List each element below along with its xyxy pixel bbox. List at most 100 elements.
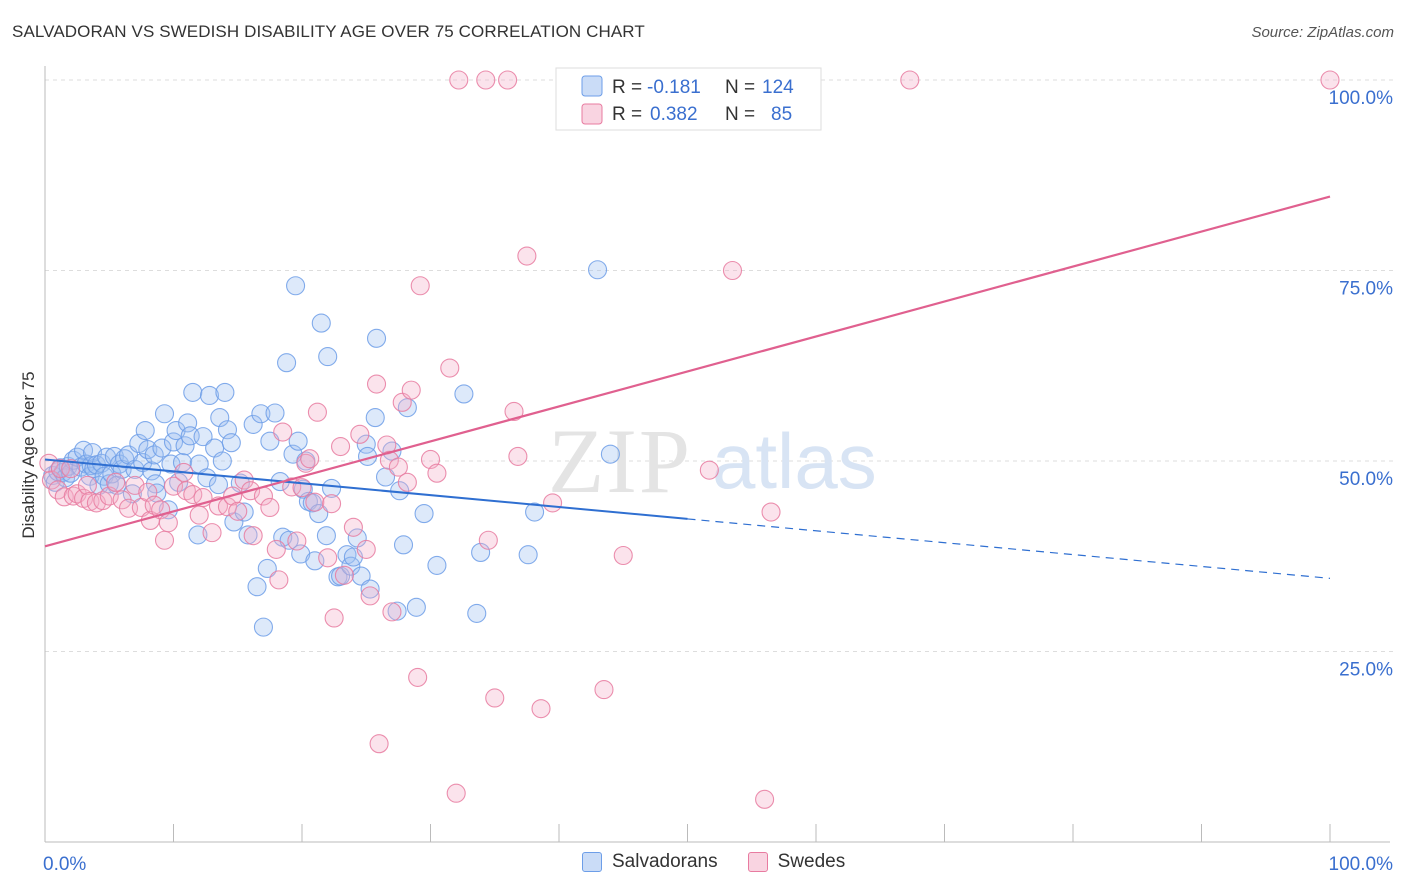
- data-point: [900, 70, 920, 90]
- data-point: [613, 545, 633, 566]
- trend-line-salvadorans-extension: [687, 518, 1331, 579]
- data-point: [471, 542, 491, 562]
- data-point: [722, 260, 743, 281]
- legend-r-label-2: R =: [612, 104, 642, 125]
- data-point: [135, 420, 155, 441]
- y-axis-label: Disability Age Over 75: [19, 371, 38, 538]
- y-tick-label: 25.0%: [1339, 660, 1393, 681]
- trend-lines: [44, 195, 1331, 579]
- data-point: [406, 597, 426, 617]
- data-point: [408, 667, 428, 687]
- data-point: [273, 422, 293, 442]
- legend-n-value-1: 124: [762, 77, 794, 98]
- data-point: [221, 433, 241, 453]
- data-point: [761, 502, 781, 522]
- data-point: [498, 70, 518, 90]
- data-point: [158, 513, 178, 533]
- data-point: [318, 548, 338, 568]
- legend-r-value-2: 0.382: [650, 104, 698, 125]
- data-point: [366, 328, 387, 348]
- data-point: [356, 539, 376, 559]
- data-point: [427, 463, 447, 483]
- data-point: [61, 459, 81, 479]
- legend-n-label-2: N =: [725, 104, 755, 125]
- data-point: [106, 472, 126, 492]
- data-point: [305, 492, 325, 512]
- data-point: [228, 501, 248, 521]
- data-point: [318, 347, 338, 367]
- legend-label-salvadorans: Salvadorans: [612, 851, 718, 872]
- data-point: [316, 526, 336, 546]
- data-point: [166, 420, 186, 441]
- data-point: [476, 70, 496, 90]
- x-tick-label: 0.0%: [43, 854, 86, 875]
- y-tick-label: 75.0%: [1339, 279, 1393, 300]
- data-point: [279, 530, 299, 550]
- data-point: [247, 577, 267, 597]
- data-point: [587, 260, 608, 280]
- legend-top-swatch-pink: [581, 103, 603, 125]
- data-point: [251, 404, 271, 424]
- data-point: [365, 408, 385, 428]
- data-point: [360, 579, 380, 599]
- data-point: [446, 783, 466, 803]
- data-point: [287, 531, 307, 551]
- data-point: [410, 276, 430, 296]
- data-point: [543, 493, 563, 513]
- data-point: [193, 427, 213, 447]
- data-point: [138, 440, 158, 460]
- data-point: [175, 436, 195, 456]
- data-point: [210, 408, 230, 428]
- data-point: [77, 475, 97, 495]
- data-point: [478, 530, 498, 550]
- data-point: [234, 470, 254, 490]
- legend-n-value-2: 85: [771, 104, 792, 125]
- data-point: [260, 497, 280, 518]
- data-point: [152, 438, 172, 458]
- data-point: [269, 570, 289, 590]
- legend-label-swedes: Swedes: [777, 851, 846, 872]
- data-point: [277, 353, 297, 373]
- data-point: [454, 384, 474, 404]
- data-point: [414, 504, 434, 524]
- legend-r-value-1: -0.181: [647, 77, 701, 98]
- series-swedes: [39, 70, 1340, 809]
- data-point: [393, 535, 414, 555]
- data-point: [292, 478, 312, 498]
- data-point: [518, 545, 538, 565]
- data-point: [215, 382, 235, 402]
- data-point: [307, 402, 327, 422]
- chart-title: SALVADORAN VS SWEDISH DISABILITY AGE OVE…: [12, 22, 645, 41]
- data-point: [243, 526, 263, 546]
- data-point: [531, 699, 551, 719]
- trend-line-salvadorans: [44, 458, 688, 520]
- legend-item-salvadorans[interactable]: Salvadorans: [582, 851, 718, 873]
- data-point: [427, 555, 447, 575]
- data-point: [50, 459, 70, 479]
- y-tick-label: 100.0%: [1329, 88, 1394, 109]
- data-point: [387, 601, 407, 621]
- legend-top-swatch-blue: [581, 75, 603, 97]
- data-point: [356, 434, 376, 454]
- data-point: [324, 608, 344, 628]
- data-point: [322, 494, 342, 514]
- legend-item-swedes[interactable]: Swedes: [747, 851, 846, 873]
- data-point: [260, 431, 280, 451]
- data-point: [212, 451, 232, 471]
- legend-top: R = -0.181 N = 124 R = 0.382 N = 85: [555, 67, 822, 131]
- data-point: [202, 523, 222, 543]
- data-point: [288, 431, 308, 451]
- data-point: [154, 404, 175, 424]
- watermark-zip: ZIP: [548, 410, 692, 512]
- data-point: [39, 453, 59, 473]
- y-tick-label: 50.0%: [1339, 469, 1393, 490]
- data-point: [350, 424, 370, 444]
- data-point: [351, 566, 371, 586]
- trend-line-swedes: [44, 195, 1331, 548]
- legend-bottom: Salvadorans Swedes: [582, 851, 875, 873]
- data-point: [265, 403, 285, 423]
- watermark-atlas: atlas: [712, 417, 877, 505]
- data-point: [330, 436, 351, 457]
- legend-swatch-salvadorans: [582, 852, 602, 872]
